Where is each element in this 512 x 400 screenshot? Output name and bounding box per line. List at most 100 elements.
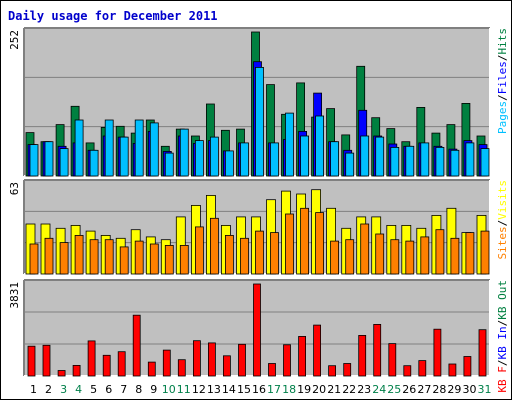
- kb-bar: [162, 349, 171, 377]
- sites-bar: [179, 244, 189, 275]
- sites-bar: [164, 244, 174, 275]
- pages-bar: [119, 136, 129, 177]
- legend-separator: /: [496, 320, 509, 327]
- pages-bar: [89, 149, 99, 177]
- sites-bar: [330, 240, 340, 275]
- x-tick-label: 11: [177, 383, 191, 396]
- kb-bar: [328, 365, 337, 377]
- x-tick-label: 15: [237, 383, 251, 396]
- legend-sites: Sites: [496, 226, 509, 259]
- x-tick-label: 8: [135, 383, 142, 396]
- x-tick-label: 17: [267, 383, 281, 396]
- pages-bar: [224, 150, 234, 177]
- panel-2-legend: Sites/Visits: [496, 180, 509, 260]
- pages-bar: [255, 67, 264, 177]
- pages-bar: [480, 148, 490, 177]
- sites-bar: [375, 233, 385, 275]
- x-tick-label: 5: [90, 383, 97, 396]
- x-tick-label: 19: [297, 383, 311, 396]
- pages-bar: [209, 136, 219, 177]
- sites-bar: [224, 234, 234, 275]
- sites-bar: [194, 226, 204, 275]
- sites-bar: [300, 207, 310, 275]
- x-tick-label: 31: [478, 383, 492, 396]
- x-tick-label: 27: [417, 383, 431, 396]
- kb-bar: [343, 363, 352, 377]
- x-tick-label: 29: [447, 383, 461, 396]
- x-tick-label: 30: [463, 383, 477, 396]
- kb-bar: [283, 344, 291, 377]
- x-tick-label: 24: [372, 383, 386, 396]
- pages-bar: [134, 119, 144, 177]
- sites-bar: [420, 236, 430, 275]
- sites-bar: [149, 243, 159, 275]
- kb-bar: [403, 365, 412, 377]
- sites-bar: [59, 242, 69, 275]
- legend-pages: Pages: [496, 101, 509, 134]
- pages-bar: [465, 142, 475, 177]
- pages-bar: [179, 128, 189, 177]
- sites-bar: [480, 230, 490, 275]
- sites-bar: [89, 239, 99, 275]
- x-tick-label: 3: [60, 383, 67, 396]
- kb-bar: [222, 355, 231, 377]
- x-tick-label: 14: [222, 383, 236, 396]
- sites-bar: [435, 229, 445, 275]
- sites-bar: [360, 223, 370, 275]
- pages-bar: [149, 122, 159, 177]
- legend-hits: Hits: [496, 28, 509, 55]
- pages-bar: [420, 142, 430, 177]
- kb-bar: [448, 363, 457, 377]
- pages-bar: [270, 142, 279, 177]
- kb-bar: [238, 343, 246, 377]
- pages-bar: [375, 136, 385, 177]
- x-tick-label: 7: [120, 383, 127, 396]
- pages-bar: [44, 141, 54, 177]
- pages-bar: [345, 152, 355, 177]
- sites-bar: [104, 239, 114, 275]
- x-tick-label: 26: [402, 383, 416, 396]
- sites-bar: [450, 237, 460, 275]
- x-tick-label: 23: [357, 383, 371, 396]
- panel-3-ymax-label: 3831: [8, 282, 21, 309]
- sites-bar: [390, 239, 400, 275]
- sites-bar: [74, 234, 84, 275]
- pages-bar: [240, 142, 249, 177]
- sites-bar: [465, 232, 475, 275]
- pages-bar: [300, 135, 310, 177]
- x-tick-label: 18: [282, 383, 296, 396]
- panel-2-ymax-label: 63: [8, 182, 21, 195]
- sites-bar: [134, 240, 144, 275]
- kb-bar: [42, 344, 51, 377]
- sites-bar: [315, 212, 325, 275]
- x-tick-label: 25: [387, 383, 401, 396]
- legend-files: Files: [496, 61, 509, 94]
- x-tick-label: 1: [30, 383, 37, 396]
- pages-bar: [164, 152, 174, 177]
- kb-bar: [117, 351, 126, 377]
- pages-bar: [285, 112, 294, 177]
- legend-kb-out: KB Out: [496, 280, 509, 320]
- x-tick-label: 4: [75, 383, 82, 396]
- pages-bar: [104, 119, 114, 177]
- legend-separator: /: [496, 220, 509, 227]
- kb-bar: [132, 314, 141, 377]
- kb-bar: [313, 324, 322, 377]
- kb-bar: [373, 323, 382, 377]
- pages-bar: [194, 140, 204, 177]
- sites-bar: [209, 217, 219, 275]
- kb-bar: [207, 342, 216, 377]
- x-tick-label: 12: [192, 383, 206, 396]
- legend-separator: /: [496, 94, 509, 101]
- pages-bar: [74, 119, 84, 177]
- pages-bar: [360, 135, 370, 177]
- kb-bar: [478, 329, 487, 377]
- sites-bar: [29, 243, 39, 275]
- x-tick-label: 2: [45, 383, 52, 396]
- legend-separator: /: [496, 360, 509, 367]
- panel-1-ymax-label: 252: [8, 30, 21, 50]
- kb-bar: [147, 361, 156, 377]
- sites-bar: [270, 232, 279, 275]
- kb-bar: [268, 363, 276, 377]
- x-tick-label: 20: [312, 383, 326, 396]
